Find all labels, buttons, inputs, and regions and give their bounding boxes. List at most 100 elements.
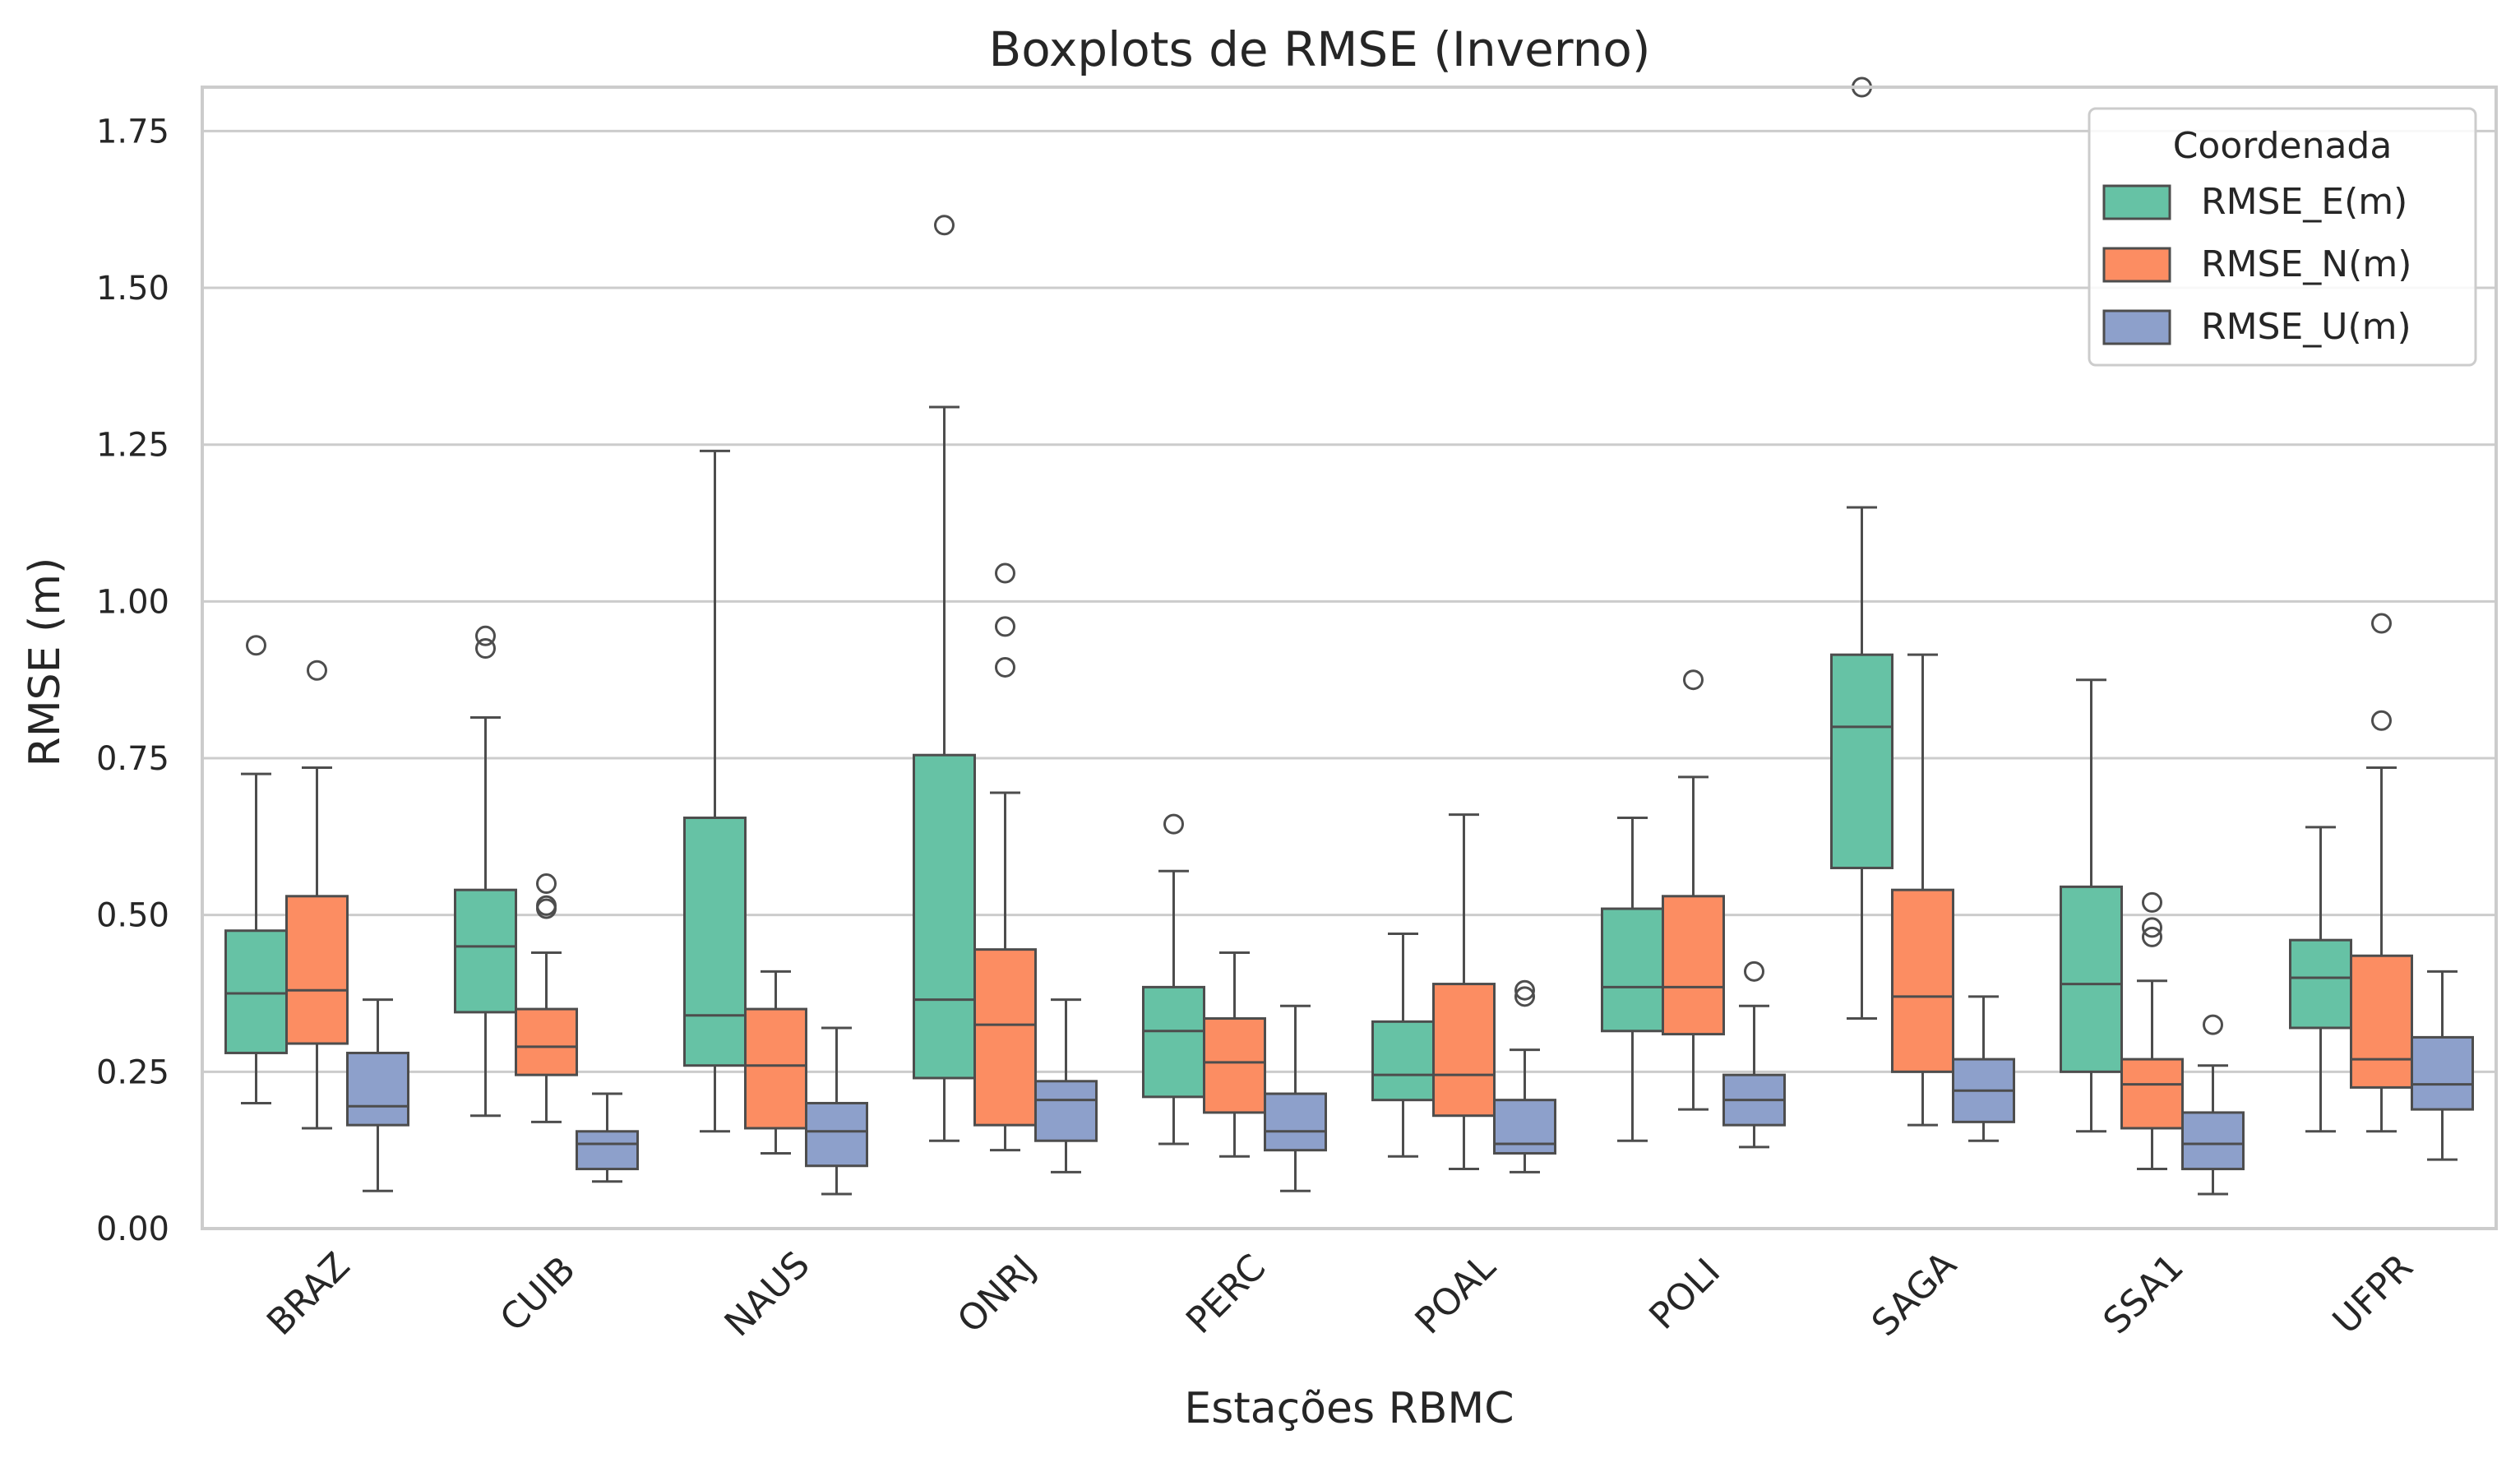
chart-title: Boxplots de RMSE (Inverno) — [988, 21, 1650, 77]
plot-frame — [201, 86, 2498, 1230]
iqr-box — [1034, 1080, 1098, 1142]
iqr-box — [2181, 1111, 2245, 1171]
outlier-point — [1514, 979, 1535, 1001]
iqr-box — [576, 1130, 639, 1171]
outlier-point — [536, 873, 557, 895]
outlier-point — [475, 625, 496, 646]
legend-label: RMSE_N(m) — [2201, 243, 2411, 285]
y-tick-label: 1.50 — [96, 270, 169, 308]
box-plots — [224, 76, 2474, 1196]
outlier-point — [995, 656, 1015, 678]
outlier-point — [2371, 613, 2392, 634]
iqr-box — [454, 888, 517, 1014]
box-RMSE_U(m)-BRAZ — [346, 998, 409, 1192]
iqr-box — [913, 753, 976, 1080]
outlier-point — [2371, 710, 2392, 731]
box-RMSE_E(m)-SAGA — [1830, 76, 1893, 1021]
y-tick-label: 1.25 — [96, 427, 169, 465]
outlier-point — [2142, 891, 2162, 913]
outlier-point — [995, 616, 1015, 637]
iqr-box — [1371, 1020, 1435, 1102]
iqr-box — [2411, 1035, 2474, 1111]
iqr-box — [1203, 1017, 1266, 1114]
outlier-point — [2142, 917, 2162, 938]
box-RMSE_N(m)-PERC — [1203, 951, 1266, 1158]
y-tick-label: 0.50 — [96, 897, 169, 935]
iqr-box — [346, 1051, 409, 1127]
iqr-box — [1142, 985, 1205, 1099]
outlier-point — [995, 562, 1015, 584]
box-RMSE_N(m)-CUIB — [515, 873, 578, 1123]
y-tick-label: 0.25 — [96, 1053, 169, 1091]
legend-label: RMSE_E(m) — [2201, 181, 2407, 223]
iqr-box — [515, 1007, 578, 1076]
box-RMSE_N(m)-SSA1 — [2120, 891, 2184, 1171]
box-RMSE_N(m)-BRAZ — [285, 660, 349, 1130]
box-RMSE_U(m)-PERC — [1264, 1004, 1327, 1192]
box-RMSE_U(m)-NAUS — [805, 1026, 868, 1196]
y-tick-label: 1.75 — [96, 113, 169, 150]
legend-box — [2088, 107, 2477, 367]
box-RMSE_U(m)-CUIB — [576, 1092, 639, 1183]
iqr-box — [2350, 954, 2413, 1089]
outlier-point — [2142, 926, 2162, 947]
box-RMSE_N(m)-UFPR — [2350, 613, 2413, 1133]
box-RMSE_E(m)-UFPR — [2289, 826, 2352, 1133]
outlier-point — [246, 635, 266, 656]
box-RMSE_N(m)-ONRJ — [973, 562, 1037, 1152]
outlier-point — [1514, 986, 1535, 1007]
iqr-box — [1493, 1099, 1556, 1155]
box-RMSE_U(m)-SSA1 — [2181, 1014, 2245, 1196]
box-RMSE_E(m)-POAL — [1371, 933, 1435, 1158]
box-RMSE_E(m)-ONRJ — [913, 215, 976, 1142]
x-axis-label: Estações RBMC — [1184, 1384, 1514, 1433]
iqr-box — [805, 1101, 868, 1168]
iqr-box — [224, 929, 288, 1054]
legend: Coordenada RMSE_E(m) RMSE_N(m) RMSE_U(m) — [2088, 107, 2477, 367]
box-RMSE_E(m)-CUIB — [454, 625, 517, 1118]
y-tick-label: 0.75 — [96, 740, 169, 778]
iqr-box — [1601, 907, 1664, 1033]
iqr-box — [2289, 938, 2352, 1030]
legend-swatch — [2102, 309, 2171, 345]
iqr-box — [1432, 983, 1496, 1118]
box-RMSE_N(m)-POAL — [1432, 813, 1496, 1171]
iqr-box — [1662, 895, 1725, 1036]
outlier-point — [2203, 1014, 2223, 1035]
iqr-box — [744, 1007, 807, 1130]
box-RMSE_E(m)-NAUS — [683, 449, 747, 1133]
box-RMSE_E(m)-BRAZ — [224, 635, 288, 1104]
box-RMSE_U(m)-POLI — [1722, 960, 1786, 1149]
box-RMSE_E(m)-POLI — [1601, 816, 1664, 1142]
iqr-box — [683, 816, 747, 1067]
legend-title: Coordenada — [2173, 125, 2393, 167]
outlier-point — [934, 215, 955, 236]
iqr-box — [2120, 1058, 2184, 1130]
outlier-point — [1163, 813, 1184, 835]
outlier-point — [536, 895, 557, 916]
y-tick-label: 1.00 — [96, 583, 169, 621]
y-axis-label: RMSE (m) — [21, 558, 70, 767]
iqr-box — [1891, 888, 1954, 1073]
iqr-box — [973, 948, 1037, 1127]
legend-label: RMSE_U(m) — [2201, 306, 2411, 348]
iqr-box — [2060, 885, 2123, 1073]
box-RMSE_U(m)-POAL — [1493, 979, 1556, 1173]
outlier-point — [307, 660, 327, 681]
legend-swatch — [2102, 184, 2171, 220]
outlier-point — [1683, 669, 1704, 691]
iqr-box — [1830, 653, 1893, 869]
box-RMSE_N(m)-NAUS — [744, 970, 807, 1155]
box-RMSE_N(m)-SAGA — [1891, 653, 1954, 1127]
box-RMSE_N(m)-POLI — [1662, 669, 1725, 1111]
box-RMSE_U(m)-UFPR — [2411, 970, 2474, 1161]
iqr-box — [285, 895, 349, 1045]
outlier-point — [1744, 960, 1764, 982]
box-RMSE_U(m)-ONRJ — [1034, 998, 1098, 1173]
box-RMSE_U(m)-SAGA — [1952, 995, 2015, 1142]
outlier-point — [475, 638, 496, 660]
iqr-box — [1264, 1092, 1327, 1152]
y-tick-label: 0.00 — [96, 1210, 169, 1248]
